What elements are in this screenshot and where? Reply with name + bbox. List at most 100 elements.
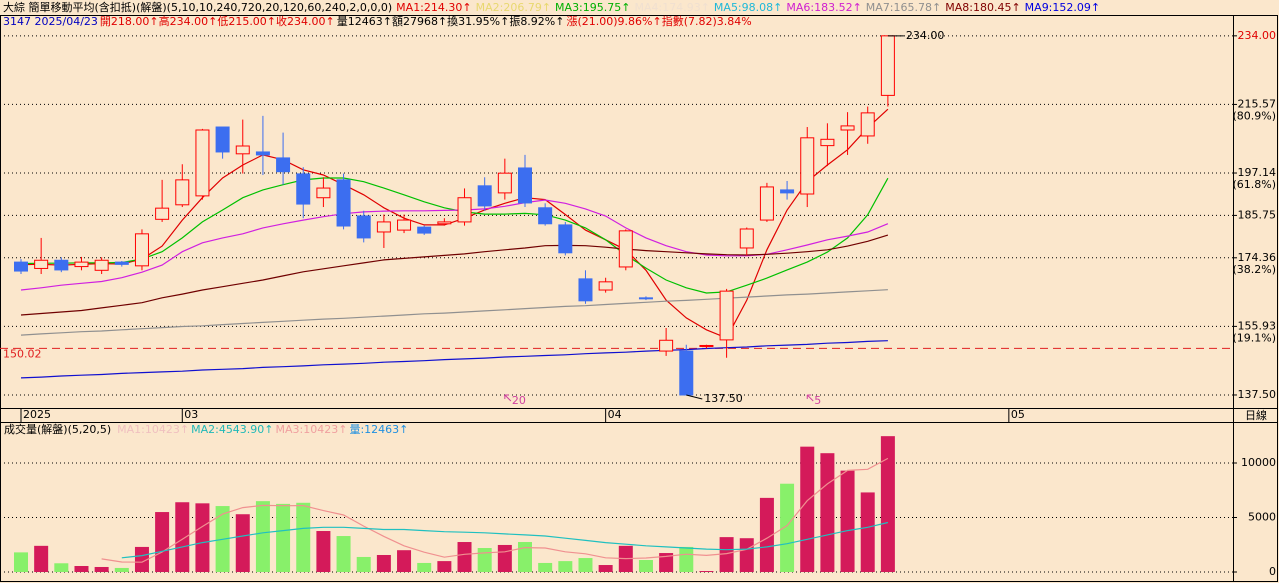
header-item: MA1:214.30↑	[396, 1, 471, 14]
volume-bar	[800, 446, 815, 572]
volume-ma-line	[121, 521, 889, 559]
y-tick-label: 174.36	[1238, 251, 1277, 264]
y-tick-label: 155.93	[1238, 319, 1277, 332]
candle-body	[739, 228, 754, 249]
y-tick-ratio: (38.2%)	[1232, 263, 1276, 276]
candle-body	[780, 189, 795, 194]
annotation-arrow	[806, 394, 814, 402]
info-item: 3147 2025/04/23	[3, 15, 98, 28]
candle-body	[719, 290, 734, 341]
volume-bar	[296, 502, 311, 572]
reference-label: 150.02	[3, 347, 42, 360]
volume-bar	[437, 561, 452, 572]
candle-body	[195, 129, 210, 197]
candle-body	[155, 207, 170, 220]
header-item: MA6:183.52↑	[786, 1, 861, 14]
candle-body	[759, 186, 774, 221]
candle-body	[74, 261, 89, 268]
candle-body	[296, 173, 311, 205]
candle-body	[699, 344, 714, 347]
volume-bar	[820, 453, 835, 572]
header-item: MA3:195.75↑	[555, 1, 630, 14]
volume-ma-line	[101, 457, 889, 563]
annotation-arrow	[504, 394, 512, 402]
y-tick-label: 137.50	[1238, 388, 1277, 401]
annotation: 5	[814, 394, 821, 407]
volume-bar	[134, 546, 149, 572]
header-item: MA5:98.08↑	[714, 1, 782, 14]
volume-bar	[376, 554, 391, 572]
candle-body	[336, 179, 351, 227]
volume-bar	[719, 537, 734, 572]
volume-bar	[538, 562, 553, 572]
candle-body	[659, 339, 674, 352]
annotation: 234.00	[906, 29, 945, 42]
candle-body	[477, 185, 492, 207]
volume-bar	[235, 514, 250, 572]
info-item: 量12463↑額27968↑換31.95%↑振8.92%↑	[337, 14, 565, 28]
y-tick-ratio: (19.1%)	[1232, 331, 1276, 344]
header-item: MA9:152.09↑	[1025, 1, 1100, 14]
x-tick-label: 2025	[23, 408, 51, 421]
candle-body	[215, 126, 230, 153]
candle-body	[880, 35, 895, 96]
header-item: 大綜 簡單移動平均(含扣抵)(解盤)(5,10,10,240,720,20,12…	[3, 0, 392, 14]
candle-body	[558, 224, 573, 254]
candle-body	[316, 187, 331, 199]
volume-bar	[155, 512, 170, 572]
x-tick-label: 05	[1011, 408, 1025, 421]
y-tick-label: 185.75	[1238, 208, 1277, 221]
volume-bar	[14, 552, 28, 572]
volume-bar	[34, 545, 49, 572]
candle-body	[457, 197, 472, 223]
candle-body	[497, 172, 512, 194]
volume-bar	[780, 483, 795, 572]
volume-bar	[54, 563, 69, 572]
candle-body	[376, 221, 391, 233]
candle-body	[417, 226, 432, 234]
volume-bar	[699, 571, 714, 572]
volume-y-tick-label: 0	[1269, 565, 1276, 578]
candle-body	[518, 167, 532, 204]
volume-y-tick-label: 5000	[1248, 511, 1276, 524]
volume-bar	[255, 501, 270, 572]
annotation: 20	[512, 394, 526, 407]
volume-bar	[175, 502, 190, 572]
volume-bar	[578, 558, 593, 572]
candle-body	[14, 261, 28, 272]
candle-body	[235, 145, 250, 155]
volume-legend-item: MA2:4543.90↑	[191, 423, 273, 436]
candle-body	[437, 221, 452, 225]
candle-body	[356, 215, 371, 239]
candle-body	[255, 151, 270, 156]
y-tick-label: 215.57	[1238, 97, 1277, 110]
volume-bar	[74, 566, 89, 572]
candle-body	[276, 157, 291, 173]
candle-body	[840, 125, 855, 131]
volume-bar	[558, 561, 573, 572]
volume-bar	[497, 544, 512, 572]
ma-line	[20, 289, 888, 336]
frame	[0, 15, 1278, 582]
candle-body	[860, 112, 875, 137]
candle-body	[134, 233, 149, 267]
candle-body	[820, 138, 835, 147]
annotation: 137.50	[704, 392, 743, 405]
y-tick-label: 234.00	[1238, 29, 1277, 42]
volume-bar	[397, 550, 412, 572]
candle-body	[538, 207, 553, 225]
ma-line	[20, 108, 889, 339]
volume-bar	[336, 536, 351, 572]
header-item: MA7:165.78↑	[866, 1, 941, 14]
candle-body	[114, 261, 129, 265]
header-item: MA8:180.45↑	[945, 1, 1020, 14]
header-item: MA2:206.79↑	[476, 1, 551, 14]
candle-body	[638, 297, 653, 300]
candle-body	[34, 259, 49, 269]
ma-line	[20, 199, 889, 291]
candle-body	[679, 350, 694, 396]
y-tick-label: 197.14	[1238, 166, 1277, 179]
candle-body	[397, 219, 412, 231]
